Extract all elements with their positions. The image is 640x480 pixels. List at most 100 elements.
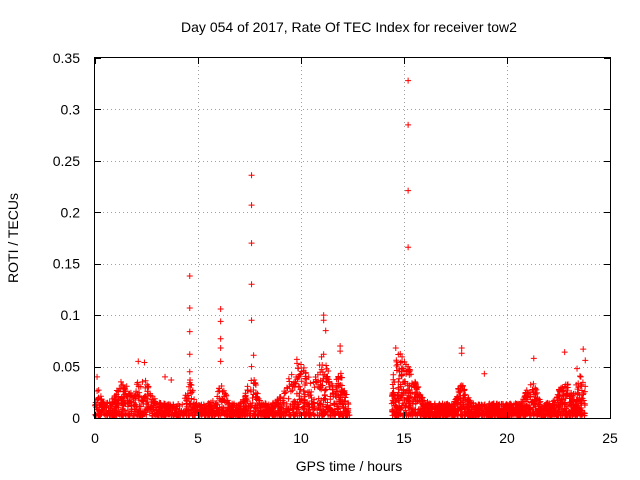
roti-cloud-point [133,388,140,395]
roti-cloud-point [406,394,413,401]
roti-cloud-point [308,388,315,395]
roti-cloud-point [298,395,305,402]
roti-cloud-point [321,371,328,378]
roti-cloud-point [302,370,309,377]
roti-cloud-point [142,377,149,384]
y-tick-label: 0 [72,410,80,426]
roti-cloud-point [132,401,139,408]
roti-cloud-point [264,404,271,411]
roti-cloud-point [118,412,125,419]
roti-cloud-point [397,359,404,366]
roti-cloud-point [516,401,523,408]
roti-cloud-point [157,400,164,407]
plot-frame [94,57,611,419]
roti-cloud-point [457,388,464,395]
roti-cloud-point [307,392,314,399]
roti-cloud-point [194,407,201,414]
roti-cloud-point [508,401,515,408]
roti-cloud-point [389,381,396,388]
roti-cloud-point [297,386,304,393]
roti-cloud-point [499,412,506,419]
roti-cloud-point [518,404,525,411]
roti-cloud-point [269,409,276,416]
roti-cloud-point [405,398,412,405]
roti-cloud-point [528,398,535,405]
roti-cloud-point [432,406,439,413]
roti-cloud-point [306,412,313,419]
roti-cloud-point [293,390,300,397]
roti-cloud-point [219,388,226,395]
roti-cloud-point [329,386,336,393]
roti-point [392,345,399,352]
roti-cloud-point [310,379,317,386]
roti-cloud-point [192,401,199,408]
roti-cloud-point [489,411,496,418]
roti-cloud-point [398,371,405,378]
roti-cloud-point [572,405,579,412]
roti-cloud-point [274,412,281,419]
roti-cloud-point [94,387,101,394]
roti-cloud-point [578,400,585,407]
roti-cloud-point [580,391,587,398]
roti-cloud-point [542,402,549,409]
roti-cloud-point [151,400,158,407]
roti-point [186,328,193,335]
roti-point [135,358,142,365]
roti-point [248,281,255,288]
roti-cloud-point [250,391,257,398]
roti-cloud-point [393,358,400,365]
roti-point [250,352,257,359]
roti-cloud-point [458,412,465,419]
roti-point [530,355,537,362]
roti-point [320,317,327,324]
roti-cloud-point [441,401,448,408]
roti-cloud-point [536,410,543,417]
roti-point [582,357,589,364]
roti-cloud-point [101,411,108,418]
roti-cloud-point [560,387,567,394]
roti-cloud-point [289,387,296,394]
roti-point [186,273,193,280]
roti-cloud-point [473,406,480,413]
roti-cloud-point [177,410,184,417]
x-tick-label: 0 [91,430,99,446]
roti-cloud-point [323,362,330,369]
roti-cloud-point [207,399,214,406]
roti-cloud-point [134,391,141,398]
roti-cloud-point [265,408,272,415]
roti-cloud-point [216,385,223,392]
roti-cloud-point [156,401,163,408]
roti-cloud-point [530,380,537,387]
roti-cloud-point [283,407,290,414]
x-tick-label: 25 [602,430,618,446]
roti-cloud-point [436,412,443,419]
roti-cloud-point [510,408,517,415]
roti-cloud-point [301,382,308,389]
roti-cloud-point [393,367,400,374]
roti-dense-cloud [92,350,589,419]
roti-cloud-point [137,383,144,390]
roti-cloud-point [429,411,436,418]
roti-cloud-point [340,387,347,394]
roti-cloud-point [133,381,140,388]
roti-cloud-point [396,403,403,410]
roti-cloud-point [555,410,562,417]
roti-cloud-point [527,393,534,400]
roti-cloud-point [554,391,561,398]
roti-cloud-point [297,371,304,378]
roti-cloud-point [220,387,227,394]
roti-point [405,121,412,128]
roti-cloud-point [412,389,419,396]
roti-cloud-point [125,412,132,419]
roti-cloud-point [295,401,302,408]
roti-cloud-point [439,405,446,412]
roti-cloud-point [120,411,127,418]
roti-cloud-point [298,378,305,385]
roti-cloud-point [308,395,315,402]
roti-cloud-point [212,400,219,407]
roti-cloud-point [179,401,186,408]
roti-cloud-point [124,407,131,414]
roti-cloud-point [310,400,317,407]
roti-cloud-point [112,406,119,413]
